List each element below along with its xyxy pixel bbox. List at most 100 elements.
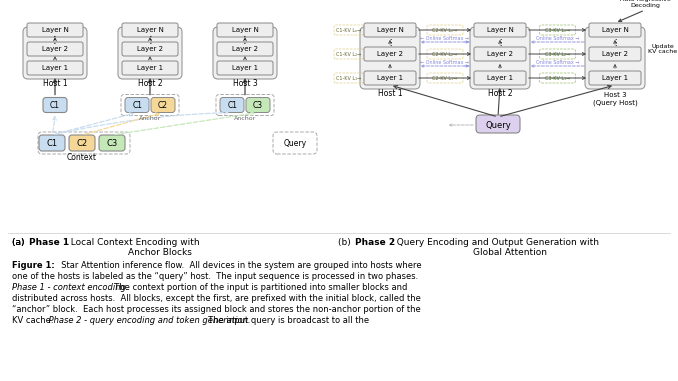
- Text: Layer N: Layer N: [601, 27, 629, 33]
- Text: C2: C2: [77, 139, 87, 147]
- Text: Star Attention inference flow.  All devices in the system are grouped into hosts: Star Attention inference flow. All devic…: [56, 261, 422, 270]
- Text: Layer 1: Layer 1: [377, 75, 403, 81]
- FancyBboxPatch shape: [470, 27, 530, 89]
- Text: Layer 2: Layer 2: [137, 46, 163, 52]
- Text: C1-KV L₂→: C1-KV L₂→: [336, 51, 361, 56]
- Text: Phase 1: Phase 1: [29, 238, 69, 247]
- Text: Query: Query: [283, 139, 306, 147]
- Text: ← Online Softmax →: ← Online Softmax →: [420, 37, 469, 42]
- FancyBboxPatch shape: [474, 23, 526, 37]
- Text: Layer N: Layer N: [487, 27, 513, 33]
- FancyBboxPatch shape: [27, 61, 83, 75]
- Text: ⋮: ⋮: [386, 37, 394, 46]
- Text: ⋮: ⋮: [145, 35, 155, 45]
- FancyBboxPatch shape: [122, 42, 178, 56]
- Text: Anchor: Anchor: [234, 116, 256, 121]
- Text: C1: C1: [133, 101, 143, 109]
- FancyBboxPatch shape: [118, 27, 182, 79]
- FancyBboxPatch shape: [585, 27, 645, 89]
- Text: “anchor” block.  Each host processes its assigned block and stores the non-ancho: “anchor” block. Each host processes its …: [12, 305, 421, 314]
- Text: Host 3: Host 3: [233, 78, 258, 88]
- Text: Query: Query: [485, 120, 511, 130]
- Text: Layer 2: Layer 2: [377, 51, 403, 57]
- Text: : Local Context Encoding with: : Local Context Encoding with: [65, 238, 199, 247]
- Text: C3: C3: [106, 139, 117, 147]
- Text: C2-KV Lₙ→: C2-KV Lₙ→: [433, 27, 458, 32]
- FancyBboxPatch shape: [122, 23, 178, 37]
- Text: (a): (a): [12, 238, 27, 247]
- FancyBboxPatch shape: [474, 71, 526, 85]
- Text: C3-KV Lₙ→: C3-KV Lₙ→: [545, 27, 570, 32]
- Text: Online Softmax →: Online Softmax →: [536, 61, 579, 66]
- FancyBboxPatch shape: [122, 61, 178, 75]
- FancyBboxPatch shape: [476, 115, 520, 133]
- FancyBboxPatch shape: [151, 98, 175, 112]
- FancyBboxPatch shape: [360, 27, 420, 89]
- Text: Layer 2: Layer 2: [487, 51, 513, 57]
- FancyBboxPatch shape: [364, 47, 416, 61]
- FancyBboxPatch shape: [23, 27, 87, 79]
- Text: (a): (a): [12, 238, 27, 247]
- Text: Layer 1: Layer 1: [232, 65, 258, 71]
- Text: C3-KV L₂→: C3-KV L₂→: [545, 51, 570, 56]
- FancyBboxPatch shape: [220, 98, 244, 112]
- Text: Anchor: Anchor: [139, 116, 161, 121]
- FancyBboxPatch shape: [213, 27, 277, 79]
- Text: Layer 1: Layer 1: [487, 75, 513, 81]
- FancyBboxPatch shape: [99, 135, 125, 151]
- Text: Auto Regressive
Decoding: Auto Regressive Decoding: [620, 0, 671, 8]
- Text: Host 1: Host 1: [378, 90, 402, 99]
- Text: Phase 1 - context encoding.: Phase 1 - context encoding.: [12, 283, 129, 292]
- Text: C1: C1: [50, 101, 60, 109]
- FancyBboxPatch shape: [589, 23, 641, 37]
- Text: Layer 1: Layer 1: [42, 65, 68, 71]
- Text: ⋮: ⋮: [611, 37, 619, 46]
- FancyBboxPatch shape: [69, 135, 95, 151]
- Text: Layer N: Layer N: [41, 27, 68, 33]
- Text: Host 1: Host 1: [43, 78, 67, 88]
- Text: C3: C3: [253, 101, 263, 109]
- Text: C3-KV L₁→: C3-KV L₁→: [545, 75, 570, 80]
- Text: C2-KV L₁→: C2-KV L₁→: [433, 75, 458, 80]
- FancyBboxPatch shape: [364, 23, 416, 37]
- Text: The input query is broadcast to all the: The input query is broadcast to all the: [203, 316, 369, 325]
- FancyBboxPatch shape: [27, 42, 83, 56]
- Text: Layer 1: Layer 1: [602, 75, 628, 81]
- Text: Layer 1: Layer 1: [137, 65, 163, 71]
- Text: one of the hosts is labeled as the “query” host.  The input sequence is processe: one of the hosts is labeled as the “quer…: [12, 272, 418, 281]
- FancyBboxPatch shape: [589, 71, 641, 85]
- Text: ⋮: ⋮: [240, 35, 250, 45]
- Text: ← Online Softmax →: ← Online Softmax →: [420, 61, 469, 66]
- Text: Layer 2: Layer 2: [232, 46, 258, 52]
- Text: Phase 2: Phase 2: [355, 238, 395, 247]
- FancyBboxPatch shape: [474, 47, 526, 61]
- FancyBboxPatch shape: [43, 98, 67, 112]
- FancyBboxPatch shape: [39, 135, 65, 151]
- Text: Host 2: Host 2: [487, 90, 513, 99]
- Text: (a): (a): [12, 238, 27, 247]
- Text: ⋮: ⋮: [496, 37, 504, 46]
- Text: C1-KV Lₙ→: C1-KV Lₙ→: [336, 27, 361, 32]
- FancyBboxPatch shape: [217, 23, 273, 37]
- FancyBboxPatch shape: [217, 42, 273, 56]
- Text: Layer N: Layer N: [232, 27, 258, 33]
- FancyBboxPatch shape: [125, 98, 149, 112]
- Text: C1-KV L₁→: C1-KV L₁→: [336, 75, 361, 80]
- Text: Context: Context: [67, 154, 97, 163]
- Text: Host 3
(Query Host): Host 3 (Query Host): [593, 92, 637, 106]
- Text: (b): (b): [338, 238, 354, 247]
- Text: Layer 2: Layer 2: [602, 51, 628, 57]
- FancyBboxPatch shape: [364, 71, 416, 85]
- Text: Phase 2 - query encoding and token generation.: Phase 2 - query encoding and token gener…: [46, 316, 250, 325]
- FancyBboxPatch shape: [27, 23, 83, 37]
- Text: The context portion of the input is partitioned into smaller blocks and: The context portion of the input is part…: [109, 283, 407, 292]
- Text: Online Softmax →: Online Softmax →: [536, 37, 579, 42]
- Text: ⋮: ⋮: [50, 35, 60, 45]
- Text: C2-KV L₂→: C2-KV L₂→: [433, 51, 458, 56]
- Text: Figure 1:: Figure 1:: [12, 261, 55, 270]
- FancyBboxPatch shape: [217, 61, 273, 75]
- Text: distributed across hosts.  All blocks, except the first, are prefixed with the i: distributed across hosts. All blocks, ex…: [12, 294, 421, 303]
- Text: Anchor Blocks: Anchor Blocks: [128, 248, 192, 257]
- Text: C2: C2: [158, 101, 168, 109]
- Text: Update
KV cache: Update KV cache: [648, 43, 677, 54]
